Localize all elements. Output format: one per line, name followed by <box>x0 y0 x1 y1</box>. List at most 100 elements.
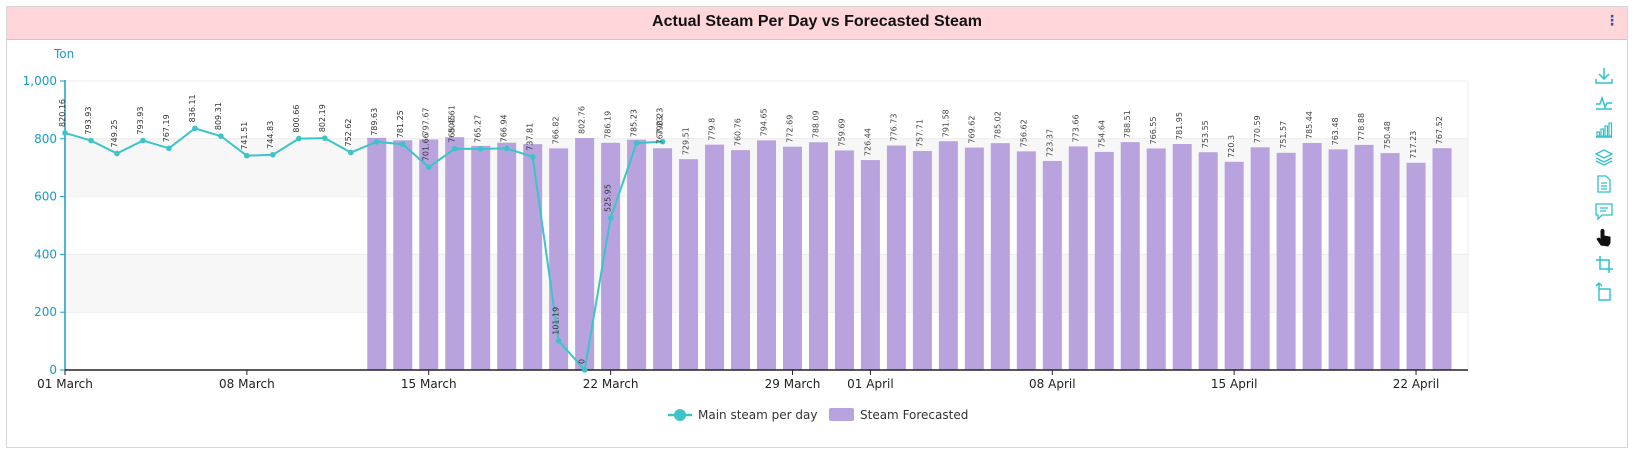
legend[interactable]: Main steam per day Steam Forecasted <box>668 408 968 422</box>
steam-point[interactable] <box>322 135 328 141</box>
forecast-bar[interactable] <box>523 144 543 370</box>
forecast-bar[interactable] <box>834 150 854 370</box>
forecast-bar[interactable] <box>964 147 984 370</box>
steam-point[interactable] <box>244 152 250 159</box>
forecast-bar[interactable] <box>860 160 880 370</box>
forecast-bar[interactable] <box>1328 149 1348 370</box>
forecast-bar[interactable] <box>679 159 699 370</box>
steam-point[interactable] <box>140 137 146 144</box>
chart-toolbar[interactable] <box>1594 66 1614 302</box>
forecast-bar[interactable] <box>627 139 647 370</box>
steam-point[interactable] <box>607 215 614 221</box>
steam-line[interactable] <box>64 127 663 373</box>
line-value-label: 800.66 <box>292 105 301 133</box>
forecast-bar[interactable] <box>1302 143 1322 370</box>
steam-point[interactable] <box>296 135 302 142</box>
forecast-bar[interactable] <box>757 140 776 370</box>
forecast-bar[interactable] <box>886 145 906 370</box>
steam-point[interactable] <box>633 140 640 146</box>
forecast-bar[interactable] <box>1406 162 1426 370</box>
hand-pointer-icon[interactable] <box>1594 228 1614 248</box>
forecast-bar[interactable] <box>1276 152 1296 370</box>
axis-layer: 0 200 400 600 800 1,000 Ton 01 March 08 March 15 … <box>23 47 1468 391</box>
bar-value-label: 767.23 <box>656 116 665 144</box>
bar-value-label: 778.88 <box>1357 113 1366 141</box>
bar-series <box>367 137 1452 370</box>
forecast-bar[interactable] <box>990 143 1010 370</box>
forecast-bar[interactable] <box>1146 148 1166 370</box>
forecast-bar[interactable] <box>1432 148 1452 370</box>
forecast-bar[interactable] <box>1198 152 1218 370</box>
forecast-bar[interactable] <box>419 139 439 370</box>
steam-point[interactable] <box>88 137 94 144</box>
steam-point[interactable] <box>659 138 666 145</box>
forecast-bar[interactable] <box>938 141 958 370</box>
forecast-bar[interactable] <box>1120 142 1140 370</box>
forecast-bar[interactable] <box>445 137 465 370</box>
layers-icon[interactable] <box>1594 147 1614 167</box>
steam-point[interactable] <box>477 146 484 152</box>
steam-point[interactable] <box>270 151 276 158</box>
bar-value-label: 772.69 <box>785 115 794 143</box>
steam-point[interactable] <box>555 337 562 344</box>
forecast-bar[interactable] <box>731 150 751 370</box>
legend-item-line[interactable]: Main steam per day <box>668 408 817 422</box>
forecast-bar[interactable] <box>1068 146 1088 370</box>
steam-point[interactable] <box>347 149 354 156</box>
forecast-bar[interactable] <box>808 142 828 370</box>
y-axis-unit: Ton <box>53 47 74 61</box>
bar-value-label: 797.67 <box>422 107 431 135</box>
steam-point[interactable] <box>62 130 68 136</box>
forecast-bar[interactable] <box>1250 147 1270 370</box>
more-options-icon[interactable]: ⋮ <box>1605 13 1619 29</box>
steam-point[interactable] <box>114 150 120 157</box>
download-icon[interactable] <box>1594 66 1614 86</box>
forecast-bar[interactable] <box>912 151 932 370</box>
line-value-label: 793.93 <box>136 107 145 135</box>
document-icon[interactable] <box>1594 174 1614 194</box>
forecast-bar[interactable] <box>1016 151 1036 370</box>
steam-point[interactable] <box>451 145 458 152</box>
forecast-bar[interactable] <box>1172 144 1192 370</box>
bar-value-label: 751.57 <box>1279 121 1288 149</box>
steam-point[interactable] <box>192 125 198 132</box>
legend-item-bar[interactable]: Steam Forecasted <box>829 408 968 422</box>
forecast-bar[interactable] <box>1380 153 1400 370</box>
bar-value-label: 729.51 <box>682 127 691 155</box>
x-tick-label: 15 April <box>1211 377 1258 391</box>
steam-point[interactable] <box>425 164 432 171</box>
forecast-bar[interactable] <box>705 144 725 370</box>
forecast-bar[interactable] <box>601 142 621 370</box>
forecast-bar[interactable] <box>1354 144 1374 370</box>
steam-point[interactable] <box>373 138 380 145</box>
steam-point[interactable] <box>529 153 536 160</box>
forecast-bar[interactable] <box>1042 160 1062 370</box>
forecast-bar[interactable] <box>393 140 413 370</box>
forecast-bar[interactable] <box>1094 151 1114 370</box>
steam-point[interactable] <box>581 367 588 373</box>
x-tick-label: 22 March <box>583 377 639 391</box>
forecast-bar[interactable] <box>471 145 491 370</box>
crop-icon[interactable] <box>1594 255 1614 275</box>
forecast-bar[interactable] <box>549 148 569 370</box>
y-tick-label: 0 <box>49 363 57 377</box>
forecast-bar[interactable] <box>782 146 802 370</box>
forecast-bar[interactable] <box>1224 161 1244 370</box>
bar-value-label: 791.58 <box>941 109 950 137</box>
bar-chart-icon[interactable] <box>1594 120 1614 140</box>
line-value-label: 767.19 <box>162 114 171 142</box>
forecast-bar[interactable] <box>575 138 595 370</box>
bar-value-label: 770.59 <box>1253 115 1262 143</box>
steam-point[interactable] <box>218 133 224 139</box>
steam-point[interactable] <box>503 145 510 152</box>
steam-point[interactable] <box>166 145 172 152</box>
bar-value-label: 723.37 <box>1045 129 1054 157</box>
line-value-label: 741.51 <box>240 122 249 150</box>
forecast-bar[interactable] <box>497 142 517 370</box>
forecast-bar[interactable] <box>367 137 387 370</box>
rotate-icon[interactable] <box>1594 282 1614 302</box>
steam-point[interactable] <box>399 141 406 148</box>
forecast-bar[interactable] <box>653 148 673 370</box>
comment-icon[interactable] <box>1594 201 1614 221</box>
line-chart-icon[interactable] <box>1594 93 1614 113</box>
